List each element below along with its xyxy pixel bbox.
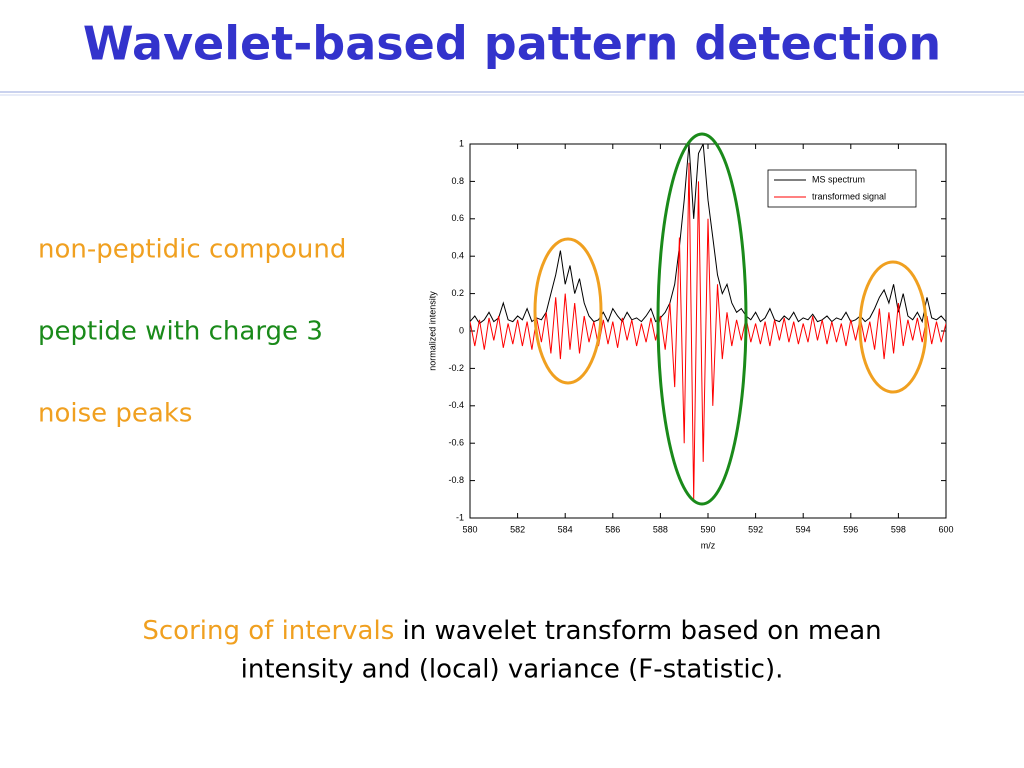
y-tick-label: 1 [459,138,464,148]
y-tick-label: 0 [459,325,464,335]
legend-label: MS spectrum [812,174,865,184]
x-tick-label: 586 [605,524,620,534]
chart: -1 -0.8 -0.6 -0.4 -0.2 0 0.2 0.4 0.6 0.8 1 580 582 58… [427,138,953,550]
y-tick-label: -0.6 [448,438,464,448]
label: noise peaks [38,399,192,429]
y-tick-label: 0.2 [451,288,464,298]
y-tick-label: -1 [456,512,464,522]
y-tick-label: 0.4 [451,251,464,261]
label: peptide with charge 3 [38,317,323,347]
x-tick-label: 590 [700,524,715,534]
x-tick-label: 596 [843,524,858,534]
y-tick-label: -0.8 [448,475,464,485]
x-tick-label: 592 [748,524,763,534]
legend-label: transformed signal [812,191,886,201]
x-tick-label: 582 [510,524,525,534]
x-tick-label: 600 [938,524,953,534]
caption-highlight: Scoring of intervals [142,616,394,646]
x-tick-label: 588 [653,524,668,534]
slide-title: Wavelet-based pattern detection [83,17,941,71]
plot-lines [470,144,946,500]
series-line [470,162,946,500]
x-tick-label: 584 [558,524,573,534]
highlight-ellipse [656,132,748,506]
highlight-ellipse [858,260,928,394]
x-tick-label: 598 [891,524,906,534]
label: non-peptidic compound [38,235,346,265]
caption-text: in wavelet transform based on mean [403,616,882,646]
caption-line: Scoring of intervals in wavelet transfor… [142,616,881,646]
y-tick-label: -0.2 [448,363,464,373]
x-axis-label: m/z [701,540,716,550]
y-tick-label: 0.6 [451,213,464,223]
series-line [470,144,946,325]
y-axis-label: normalized intensity [427,291,437,371]
legend-box [767,169,917,208]
caption-line: intensity and (local) variance (F-statis… [241,655,784,685]
x-tick-label: 580 [462,524,477,534]
x-tick-label: 594 [796,524,811,534]
y-tick-label: 0.8 [451,176,464,186]
highlight-ellipse [533,237,603,385]
y-tick-label: -0.4 [448,400,464,410]
